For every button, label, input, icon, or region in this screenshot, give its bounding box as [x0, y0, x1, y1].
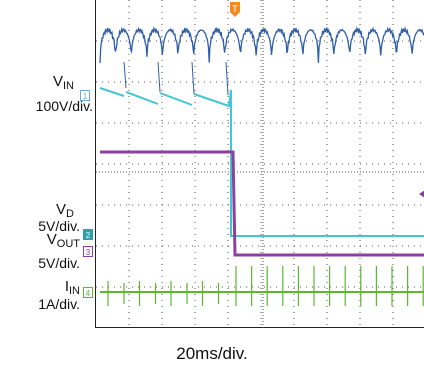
iin-scale: 1A/div. — [38, 296, 80, 312]
trigger-marker — [230, 2, 240, 17]
vout-trace — [100, 150, 424, 257]
scope-plot: T — [96, 0, 424, 328]
vd-trace — [99, 87, 424, 237]
scope-screen: T — [95, 0, 424, 328]
vin-trace — [99, 26, 424, 64]
channel-4-marker: 4 — [83, 287, 93, 298]
vd-scale: 5V/div. — [38, 218, 80, 234]
iin-label: IIN — [64, 278, 80, 298]
iin-spikes — [107, 266, 424, 306]
vin-label: VIN — [52, 73, 74, 93]
offset-arrow — [419, 190, 424, 198]
vin-scale: 100V/div. — [35, 98, 93, 114]
channel-1-marker: 1 — [80, 90, 90, 101]
trigger-marker-label: T — [232, 4, 238, 14]
channel-3-marker: 3 — [83, 246, 93, 257]
vout-label: VOUT — [46, 231, 80, 251]
vin-dip-lines — [123, 61, 229, 96]
vd-label: VD — [56, 201, 74, 221]
timebase-label: 20ms/div. — [176, 344, 248, 363]
vout-scale: 5V/div. — [38, 255, 80, 271]
channel-2-marker: 2 — [83, 229, 93, 240]
